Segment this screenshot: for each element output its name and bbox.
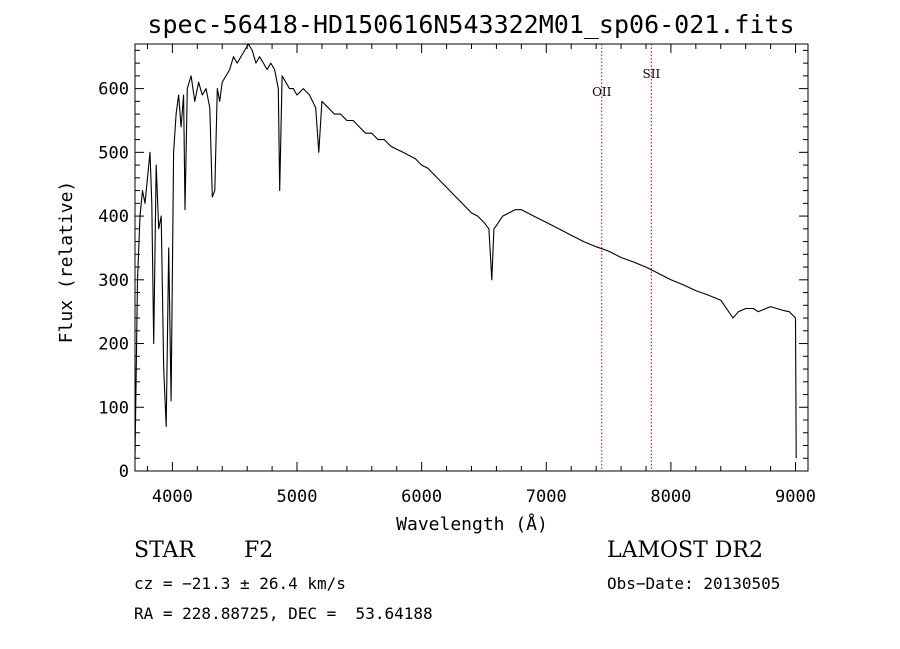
plot-frame bbox=[134, 43, 809, 472]
spectral-subclass: F2 bbox=[244, 538, 274, 563]
coordinates-text: RA = 228.88725, DEC = 53.64188 bbox=[134, 604, 433, 623]
x-tick-label: 4000 bbox=[152, 487, 193, 507]
x-tick-label: 5000 bbox=[277, 487, 318, 507]
y-tick-label: 0 bbox=[119, 462, 129, 482]
chart-title: spec-56418-HD150616N543322M01_sp06-021.f… bbox=[147, 10, 794, 39]
observation-date: Obs−Date: 20130505 bbox=[607, 574, 781, 593]
y-tick-label: 400 bbox=[98, 207, 129, 227]
spectrum-line bbox=[134, 43, 797, 459]
x-tick-label: 9000 bbox=[775, 487, 816, 507]
survey-name: LAMOST DR2 bbox=[607, 538, 763, 563]
x-tick-label: 6000 bbox=[401, 487, 442, 507]
y-tick-label: 600 bbox=[98, 80, 129, 100]
y-axis-label: Flux (relative) bbox=[56, 181, 77, 344]
y-tick-label: 300 bbox=[98, 271, 129, 291]
x-tick-label: 7000 bbox=[526, 487, 567, 507]
y-tick-label: 200 bbox=[98, 335, 129, 355]
line-marker-label: SII bbox=[642, 67, 660, 81]
x-axis-label: Wavelength (Å) bbox=[396, 513, 548, 535]
y-tick-label: 100 bbox=[98, 398, 129, 418]
x-tick-label: 8000 bbox=[650, 487, 691, 507]
redshift-text: cz = −21.3 ± 26.4 km/s bbox=[134, 574, 346, 593]
plot-area: 4000 5000 6000 7000 8000 9000 0 100 200 300 400 500… bbox=[98, 43, 816, 507]
object-class: STAR bbox=[134, 538, 195, 563]
y-tick-label: 500 bbox=[98, 143, 129, 163]
line-marker-label: OII bbox=[592, 85, 612, 99]
